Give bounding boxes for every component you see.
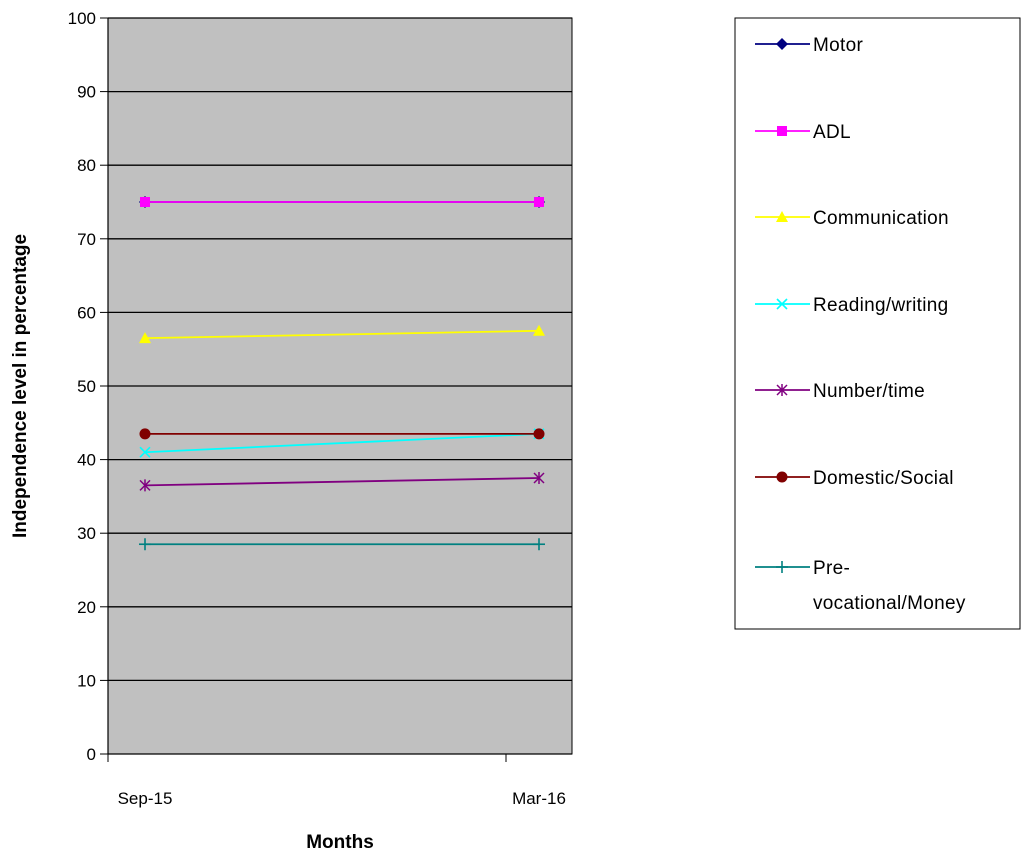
series-communication: [139, 324, 545, 344]
legend-label: Pre-: [813, 558, 850, 579]
y-tick-label: 20: [77, 598, 96, 617]
legend-item-communication: Communication: [755, 208, 949, 229]
y-tick-label: 90: [77, 83, 96, 102]
legend-box: [734, 17, 1021, 630]
legend-marker: [776, 38, 788, 50]
y-tick-label: 70: [77, 230, 96, 249]
data-point-pre-vocational-money-sep-15: [139, 538, 151, 551]
y-tick-labels: 0 10 20 30 40 50 60 70 80 90 100: [68, 9, 96, 764]
data-point-adl-sep-15: [140, 197, 150, 207]
data-point-domestic-social-mar-16: [533, 428, 545, 440]
data-point-communication-mar-16: [533, 324, 545, 336]
legend-item-motor: Motor: [755, 35, 863, 56]
axes: [100, 17, 572, 762]
legend-marker: [777, 126, 787, 136]
legend-marker: [776, 298, 788, 310]
legend-label: ADL: [813, 122, 851, 143]
legend-item-reading-writing: Reading/writing: [755, 295, 948, 316]
legend-item-adl: ADL: [755, 122, 851, 143]
legend-item-pre-vocational-money: Pre-vocational/Money: [755, 558, 966, 614]
series-adl: [140, 197, 544, 207]
x-tick-label: Sep-15: [118, 789, 173, 808]
gridlines: [108, 17, 572, 682]
legend-label: Motor: [813, 35, 863, 56]
data-point-reading-writing-sep-15: [139, 446, 151, 458]
legend-marker: [776, 561, 788, 573]
data-point-communication-sep-15: [139, 332, 151, 344]
legend-label: vocational/Money: [813, 593, 966, 614]
series-line-number-time: [144, 477, 540, 487]
y-tick-label: 50: [77, 377, 96, 396]
y-axis-title: Independence level in percentage: [10, 234, 31, 538]
legend-marker: [776, 384, 788, 396]
x-tick-labels: Sep-15 Mar-16: [118, 789, 566, 808]
x-axis-title: Months: [306, 832, 374, 853]
legend-label: Reading/writing: [813, 295, 948, 316]
y-tick-label: 100: [68, 9, 96, 28]
series-domestic-social: [139, 428, 545, 440]
y-tick-label: 10: [77, 671, 96, 690]
x-tick-label: Mar-16: [512, 789, 566, 808]
legend-marker: [776, 211, 788, 222]
y-tick-label: 40: [77, 451, 96, 470]
series-line-communication: [144, 329, 540, 340]
y-tick-label: 60: [77, 303, 96, 322]
y-tick-label: 0: [87, 745, 96, 764]
y-tick-label: 30: [77, 524, 96, 543]
data-point-number-time-sep-15: [139, 479, 151, 492]
legend-marker: [776, 471, 788, 483]
series-pre-vocational-money: [139, 538, 545, 551]
legend-item-number-time: Number/time: [755, 381, 925, 402]
data-point-adl-mar-16: [534, 197, 544, 207]
legend-label: Number/time: [813, 381, 925, 402]
data-point-domestic-social-sep-15: [139, 428, 151, 440]
legend-label: Domestic/Social: [813, 468, 954, 489]
legend: Motor ADL Communication Reading/writing Numb…: [734, 17, 1021, 630]
legend-item-domestic-social: Domestic/Social: [755, 468, 954, 489]
y-tick-label: 80: [77, 156, 96, 175]
series-lines: [139, 196, 545, 551]
series-line-reading-writing: [144, 432, 540, 454]
series-number-time: [139, 472, 545, 492]
data-point-pre-vocational-money-mar-16: [533, 538, 545, 551]
data-point-number-time-mar-16: [533, 472, 545, 484]
legend-label: Communication: [813, 208, 949, 229]
